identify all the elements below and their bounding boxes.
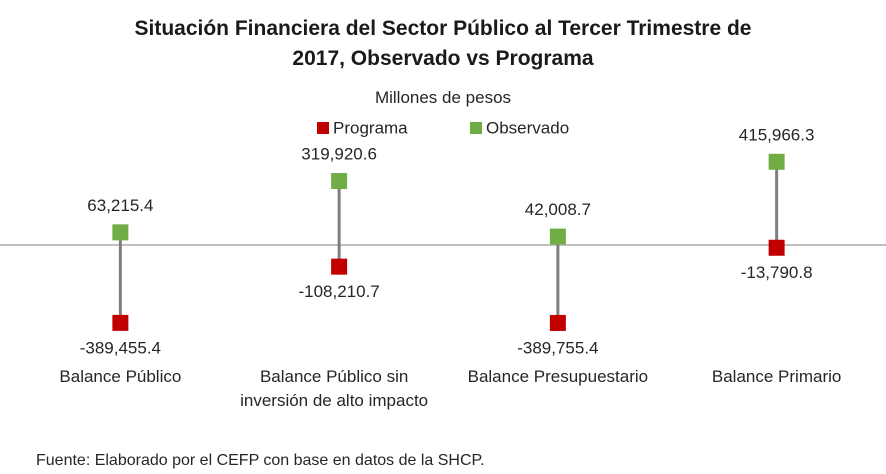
value-label: -389,755.4 [517,338,598,357]
x-tick-label: Balance Público sin inversión de alto im… [240,367,429,410]
marker [549,228,566,245]
marker [768,239,785,256]
legend-swatch [470,122,482,134]
legend-label: Programa [333,118,408,137]
source-note: Fuente: Elaborado por el CEFP con base e… [36,452,485,469]
marker [549,314,566,331]
marker [331,173,348,190]
marker [331,258,348,275]
legend-label: Observado [486,118,569,137]
legend-swatch [317,122,329,134]
value-label: -108,210.7 [298,282,379,301]
value-label: 319,920.6 [301,145,377,164]
marker [112,224,129,241]
x-tick-label: Balance Público [59,367,182,386]
value-label: -389,455.4 [80,338,161,357]
chart-subtitle: Millones de pesos [374,88,512,107]
value-label: 415,966.3 [739,125,815,144]
chart-title: Situación Financiera del Sector Público … [134,17,752,70]
value-label: 42,008.7 [525,200,591,219]
marker [768,153,785,170]
marker [112,314,129,331]
x-tick-label: Balance Presupuestario [467,367,649,386]
value-label: 63,215.4 [87,196,153,215]
value-label: -13,790.8 [741,263,813,282]
x-tick-label: Balance Primario [711,367,842,386]
